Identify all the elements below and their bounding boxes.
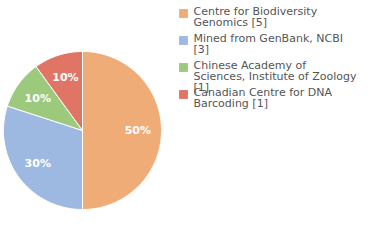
svg-text:10%: 10%: [52, 71, 78, 84]
svg-text:Canadian Centre for DNABarcodi: Canadian Centre for DNABarcoding [1]: [194, 86, 333, 110]
svg-text:10%: 10%: [25, 92, 51, 105]
svg-text:Centre for BiodiversityGenomic: Centre for BiodiversityGenomics [5]: [194, 5, 318, 29]
svg-text:30%: 30%: [25, 157, 51, 170]
html-text:Chinese Academy of: Chinese Academy of: [193, 59, 307, 73]
svg-text:50%: 50%: [125, 124, 151, 137]
svg-text:Mined from GenBank, NCBI[3]: Mined from GenBank, NCBI[3]: [194, 32, 343, 56]
html-text:Sciences, Institute of Zoology: Sciences, Institute of Zoology: [193, 70, 357, 84]
